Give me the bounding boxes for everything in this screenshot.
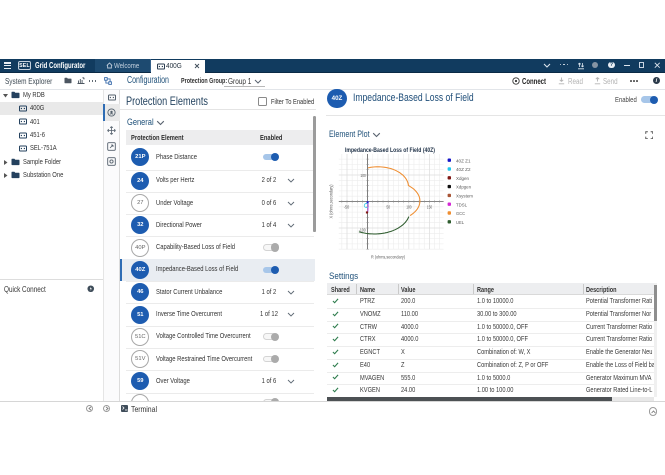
svg-text:TDSL: TDSL <box>456 202 467 208</box>
svg-text:40Z Z1: 40Z Z1 <box>456 158 471 164</box>
svg-text:Xsystem: Xsystem <box>456 194 473 200</box>
svg-text:50: 50 <box>386 205 390 210</box>
svg-text:Xdpgen: Xdpgen <box>456 185 471 191</box>
svg-text:X (ohms,secondary): X (ohms,secondary) <box>329 184 334 218</box>
svg-text:-100: -100 <box>359 227 366 232</box>
svg-text:R (ohms,secondary): R (ohms,secondary) <box>371 254 405 259</box>
svg-text:UEL: UEL <box>456 220 464 226</box>
svg-text:Impedance-Based Loss of Field: Impedance-Based Loss of Field (40Z) <box>345 148 435 154</box>
svg-text:GCC: GCC <box>456 211 465 217</box>
svg-text:-50: -50 <box>344 205 350 210</box>
svg-text:100: 100 <box>406 205 412 210</box>
svg-text:40Z Z2: 40Z Z2 <box>456 167 471 173</box>
svg-text:150: 150 <box>427 205 433 210</box>
svg-text:Xdgen: Xdgen <box>456 176 469 182</box>
svg-text:100: 100 <box>360 173 366 178</box>
